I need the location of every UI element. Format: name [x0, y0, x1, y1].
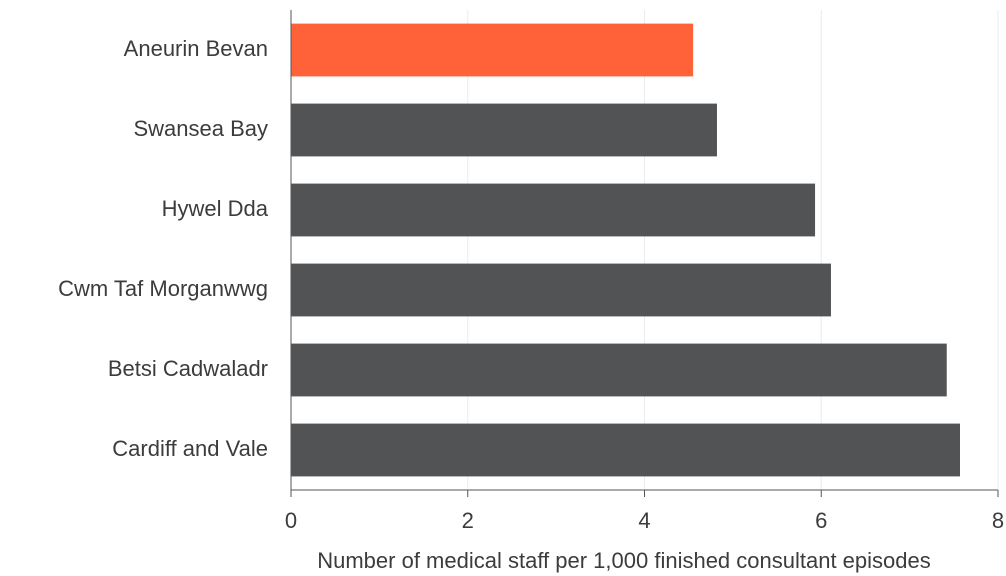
- x-tick-label: 8: [992, 508, 1004, 533]
- x-tick-label: 0: [285, 508, 297, 533]
- y-tick-label: Betsi Cadwaladr: [108, 356, 268, 381]
- x-tick-label: 2: [462, 508, 474, 533]
- y-tick-label: Cardiff and Vale: [112, 436, 268, 461]
- y-tick-label: Cwm Taf Morganwwg: [58, 276, 268, 301]
- bar: [291, 103, 717, 157]
- bar: [291, 263, 831, 317]
- y-tick-label: Swansea Bay: [133, 116, 268, 141]
- x-tick-label: 4: [638, 508, 650, 533]
- x-axis-label: Number of medical staff per 1,000 finish…: [317, 548, 931, 573]
- bar: [291, 423, 960, 477]
- bar: [291, 183, 816, 237]
- y-tick-label: Hywel Dda: [162, 196, 269, 221]
- bar: [291, 23, 694, 77]
- bar: [291, 343, 947, 397]
- x-tick-label: 6: [815, 508, 827, 533]
- y-tick-label: Aneurin Bevan: [124, 36, 268, 61]
